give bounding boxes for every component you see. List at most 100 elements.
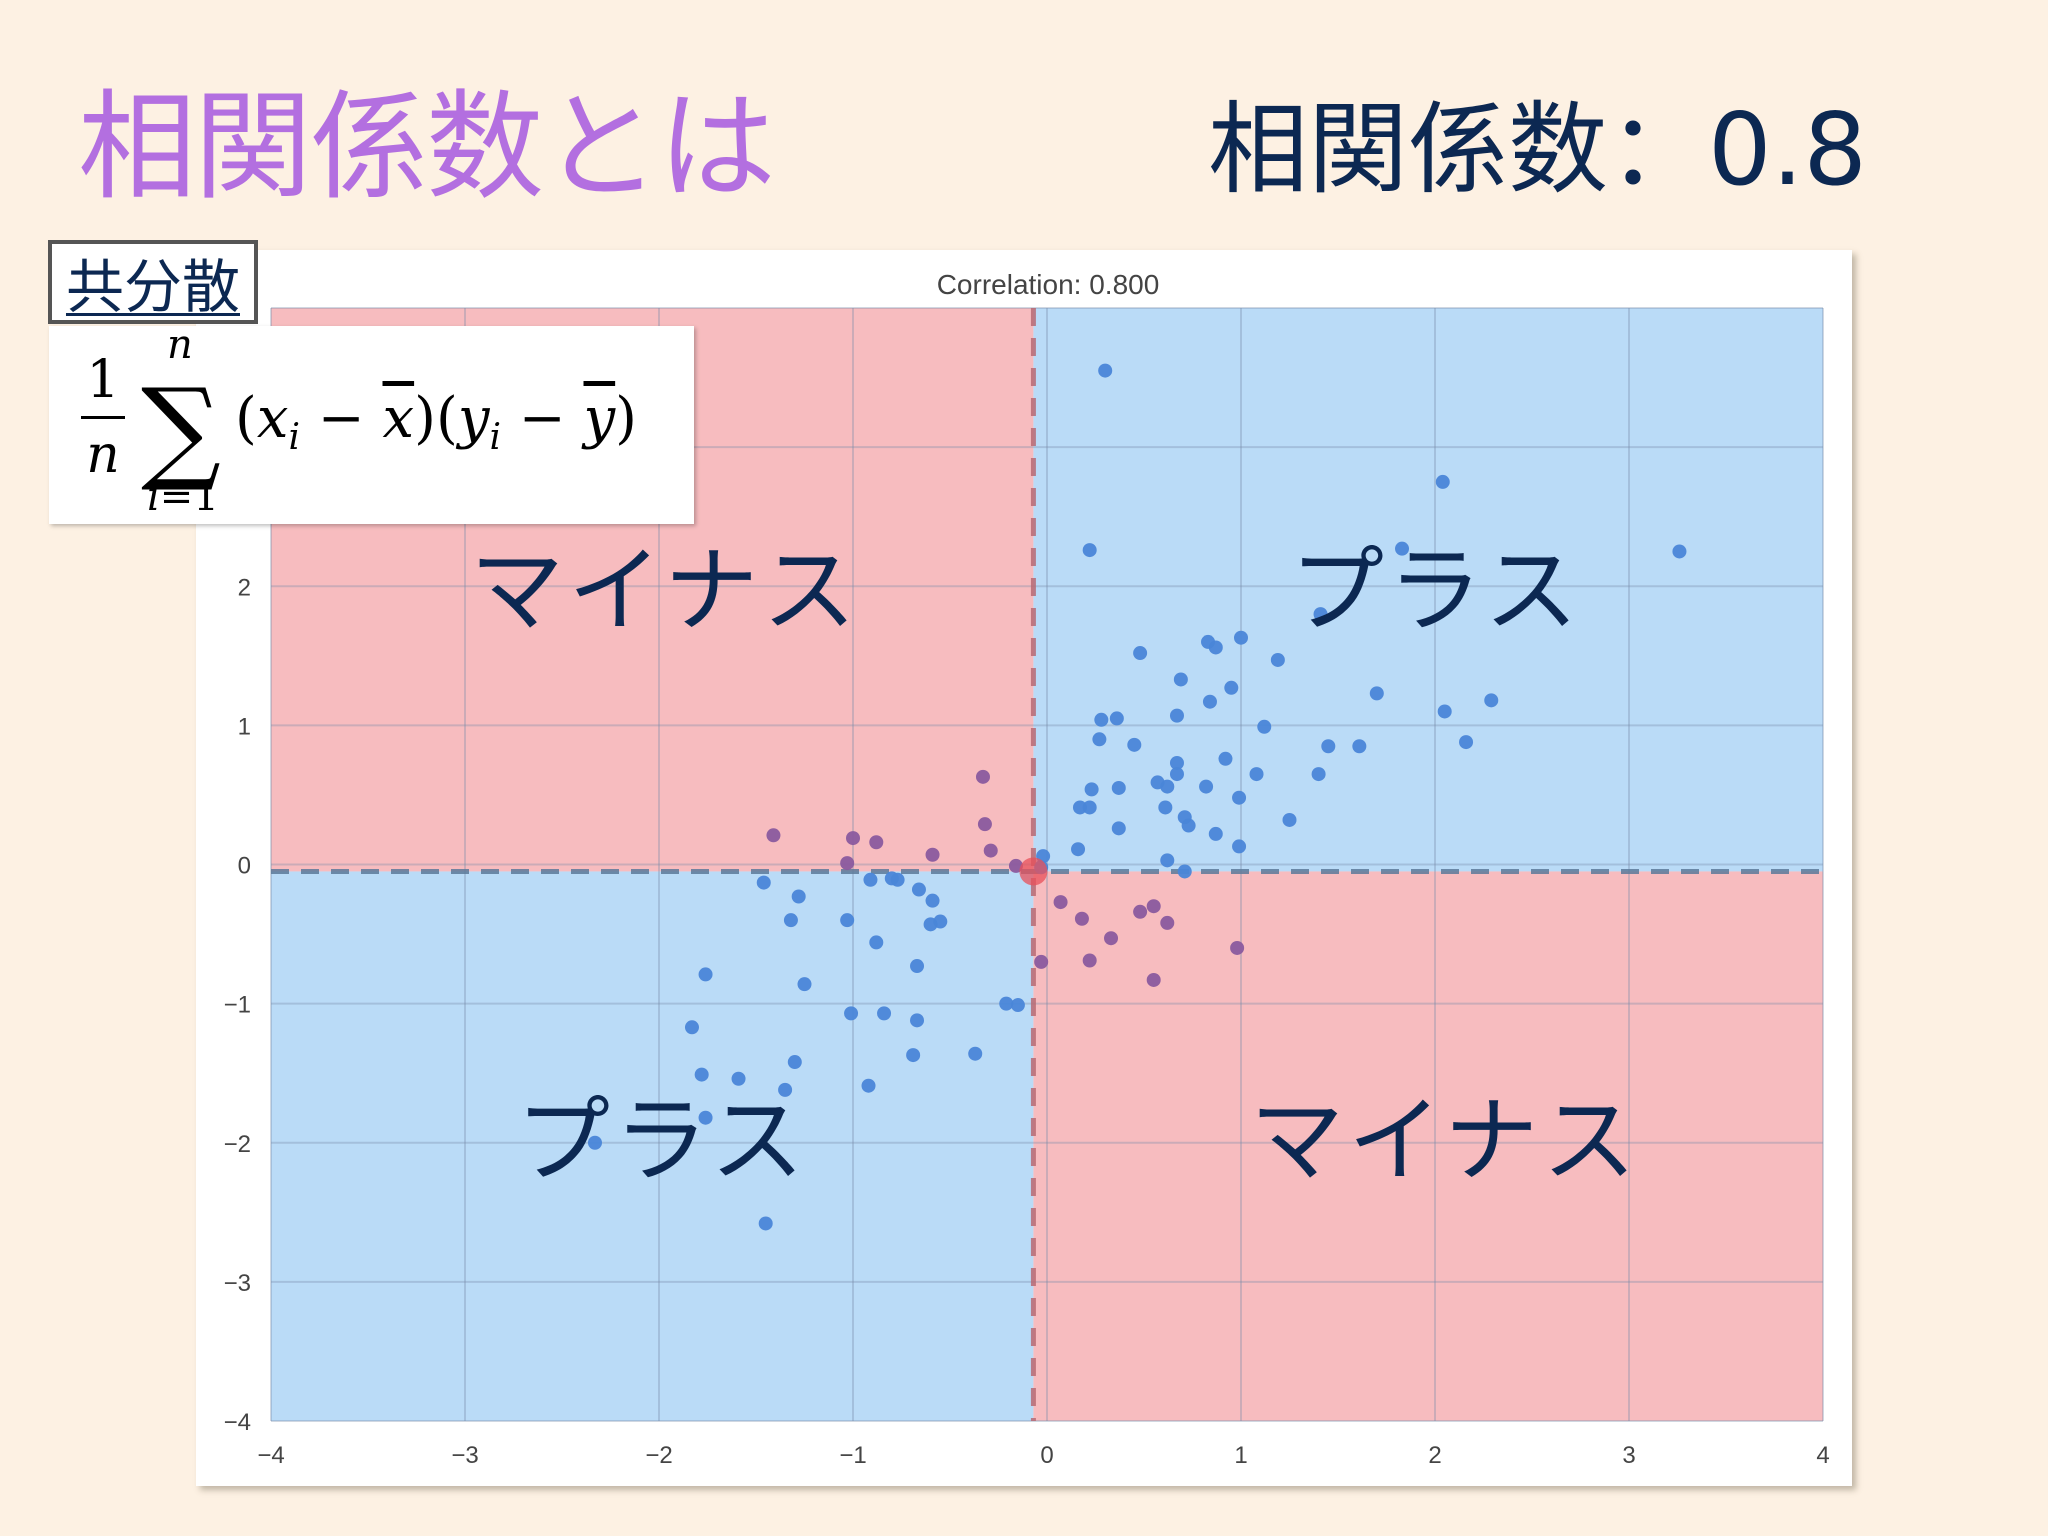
data-point (1072, 800, 1087, 815)
data-point (1127, 737, 1142, 752)
data-point (910, 1013, 925, 1028)
data-point (1234, 630, 1248, 645)
data-point (1094, 712, 1109, 727)
data-point (1146, 899, 1161, 914)
data-point (1177, 864, 1192, 879)
paren: ( (235, 386, 257, 451)
data-point (906, 1048, 921, 1063)
x-tick-label: 2 (1428, 1442, 1441, 1469)
data-point (1071, 842, 1086, 857)
data-point (791, 889, 806, 904)
y-var: y (457, 386, 490, 451)
x-tick-label: −4 (257, 1442, 284, 1469)
y-tick-label: −2 (224, 1131, 251, 1158)
data-point (1169, 755, 1184, 770)
data-point (1082, 543, 1097, 558)
x-tick-label: 0 (1040, 1442, 1053, 1469)
covariance-label: 共分散 (65, 253, 240, 321)
y-sub: i (489, 417, 501, 459)
data-point (925, 847, 940, 862)
data-point (698, 1110, 713, 1125)
x-sub: i (288, 417, 300, 459)
data-point (1232, 790, 1247, 805)
x-mean: x (382, 386, 415, 451)
data-point (1092, 732, 1107, 747)
data-point (1435, 474, 1450, 489)
y-mean: y (583, 386, 616, 451)
data-point (1484, 693, 1499, 708)
data-point (1199, 779, 1214, 794)
sum-index: i (147, 474, 160, 520)
data-point (694, 1067, 709, 1082)
data-point (1133, 904, 1148, 919)
fraction-bar (81, 416, 125, 419)
paren: ) (615, 386, 637, 451)
data-point (925, 893, 940, 908)
data-point (1160, 853, 1175, 868)
data-point (1321, 739, 1336, 754)
y-axis-ticks: −4 −3 −2 −1 0 1 2 (224, 574, 251, 1436)
data-point (1232, 839, 1247, 854)
covariance-tag: 共分散 (48, 240, 258, 324)
data-point (787, 1055, 802, 1070)
data-point (933, 914, 948, 929)
data-point (877, 1006, 892, 1021)
region-top-right (1033, 308, 1823, 872)
y-tick-label: 1 (238, 713, 251, 740)
data-point (1146, 972, 1161, 987)
quadrant-label-top-left: マイナス (470, 537, 861, 646)
region-bottom-right (1033, 871, 1823, 1421)
data-point (869, 835, 884, 850)
data-point (869, 935, 884, 950)
data-point (1311, 767, 1326, 782)
data-point (861, 1078, 876, 1093)
data-point (1230, 940, 1245, 955)
data-point (1369, 686, 1384, 701)
data-point (1202, 694, 1217, 709)
data-point (1074, 911, 1089, 926)
y-tick-label: −3 (224, 1270, 251, 1297)
data-point (910, 959, 925, 974)
data-point (1208, 826, 1223, 841)
sum-lower-limit: i=1 (147, 474, 219, 520)
minus: − (299, 386, 383, 451)
data-point (1282, 812, 1297, 827)
data-point (846, 831, 860, 846)
data-point (797, 977, 812, 992)
chart-title: Correlation: 0.800 (937, 269, 1160, 300)
x-tick-label: −1 (839, 1442, 866, 1469)
data-point (844, 1006, 859, 1021)
minus: − (500, 386, 584, 451)
data-point (1395, 541, 1410, 556)
data-point (1208, 640, 1223, 655)
data-point (731, 1071, 746, 1086)
data-point (1111, 780, 1126, 795)
correlation-heading: 相関係数：0.8 (1208, 91, 1868, 208)
scatter-chart: Correlation: 0.800 −4 −3 −2 −1 0 1 2 3 4 −4−3−2−… (224, 269, 1830, 1469)
data-point (1169, 767, 1184, 782)
sum-start: =1 (159, 474, 219, 520)
region-bottom-left (271, 871, 1034, 1421)
x-tick-label: −3 (451, 1442, 478, 1469)
data-point (1459, 735, 1474, 750)
data-point (1111, 821, 1126, 836)
data-point (1034, 954, 1049, 969)
data-point (1672, 544, 1687, 559)
data-point (968, 1046, 983, 1061)
y-tick-label: 0 (238, 853, 251, 880)
y-tick-label: 2 (238, 574, 251, 601)
data-point (756, 875, 771, 890)
data-point (975, 769, 990, 784)
grid-lines (270, 307, 1824, 1422)
paren: ( (435, 386, 458, 451)
quadrant-label-bottom-right: マイナス (1250, 1087, 1641, 1196)
quadrant-label-top-right: プラス (1290, 537, 1583, 646)
data-point (840, 856, 855, 871)
data-point (698, 967, 713, 982)
data-point (1109, 711, 1124, 726)
data-point (1313, 607, 1328, 622)
data-point (1133, 646, 1148, 661)
sigma-icon: ∑ (141, 365, 221, 495)
data-point (999, 996, 1014, 1011)
x-tick-label: 4 (1816, 1442, 1829, 1469)
